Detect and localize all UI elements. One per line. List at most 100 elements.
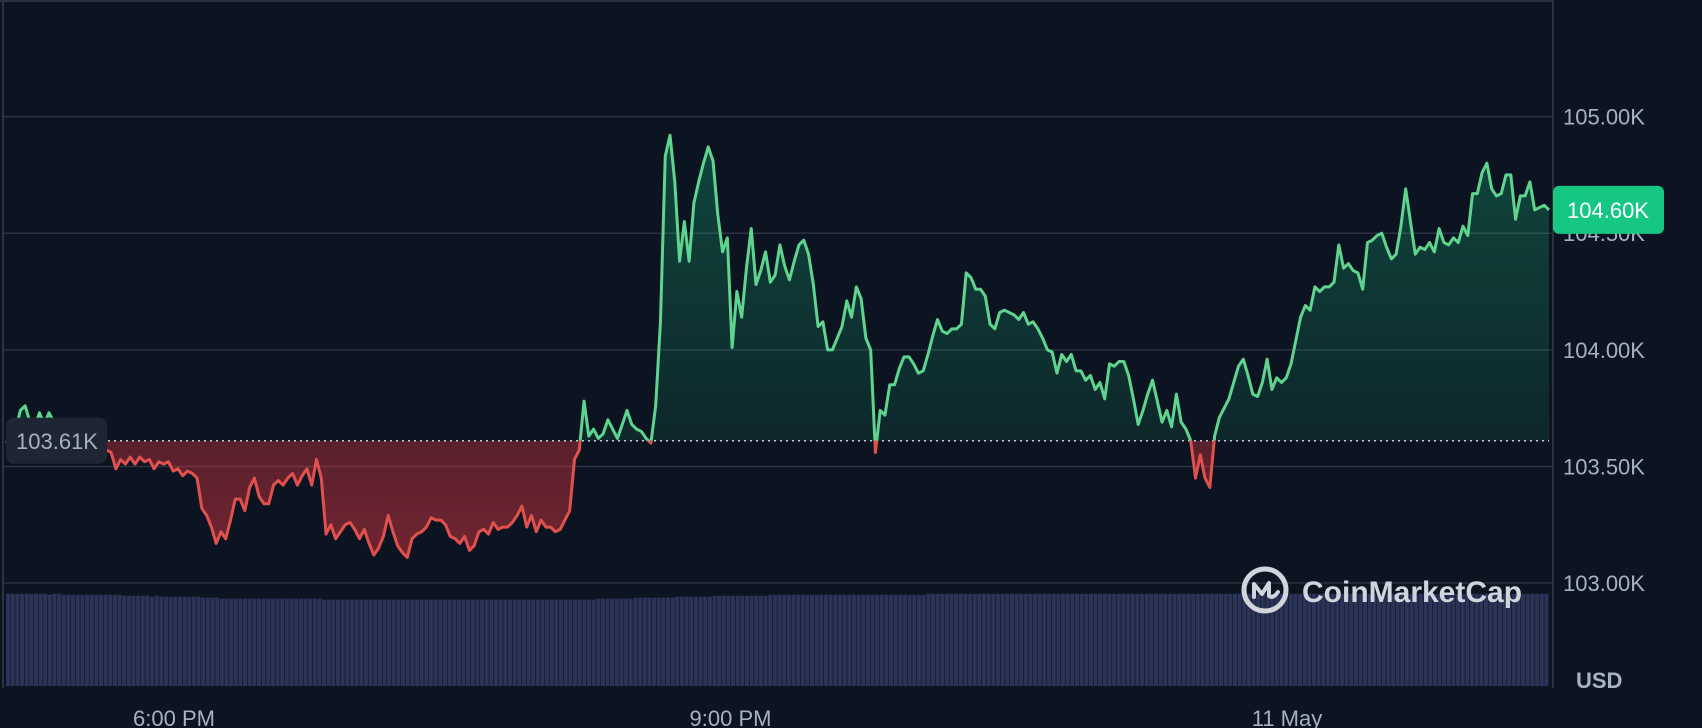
volume-bar bbox=[349, 599, 354, 686]
volume-bar bbox=[122, 595, 127, 686]
volume-bar bbox=[340, 599, 345, 686]
volume-bar bbox=[1437, 593, 1442, 686]
volume-bar bbox=[1033, 593, 1038, 686]
volume-bar bbox=[744, 595, 750, 686]
volume-bar bbox=[968, 593, 973, 686]
volume-bar bbox=[1000, 593, 1005, 686]
volume-bar bbox=[1028, 593, 1033, 686]
volume-bar bbox=[94, 594, 99, 686]
volume-bar bbox=[586, 599, 591, 686]
volume-bar bbox=[1056, 593, 1061, 686]
volume-bar bbox=[498, 599, 503, 686]
volume-bar bbox=[1112, 593, 1117, 686]
volume-bar bbox=[1381, 593, 1386, 686]
volume-bar bbox=[1409, 593, 1414, 686]
volume-bar bbox=[201, 597, 206, 686]
volume-bar bbox=[679, 596, 684, 686]
volume-bar bbox=[452, 599, 457, 686]
volume-bar bbox=[75, 594, 80, 686]
volume-bar bbox=[438, 599, 443, 686]
volume-bar bbox=[889, 594, 894, 686]
volume-bar bbox=[363, 599, 368, 686]
volume-bar bbox=[182, 596, 187, 686]
volume-bar bbox=[480, 599, 485, 686]
volume-bar bbox=[605, 598, 610, 686]
volume-bar bbox=[29, 593, 34, 686]
volume-bar bbox=[1316, 593, 1321, 686]
volume-bar bbox=[1400, 593, 1405, 686]
volume-bar bbox=[1051, 593, 1056, 686]
volume-bar bbox=[1163, 593, 1168, 686]
volume-bar bbox=[1153, 593, 1159, 686]
volume-bar bbox=[521, 599, 526, 686]
volume-bar bbox=[577, 599, 582, 686]
volume-bar bbox=[1074, 593, 1079, 686]
volume-bar bbox=[907, 594, 912, 686]
volume-bar bbox=[387, 599, 392, 686]
volume-bar bbox=[619, 598, 624, 686]
volume-bar bbox=[1279, 593, 1284, 686]
volume-bar bbox=[270, 598, 275, 686]
volume-bar bbox=[1047, 593, 1052, 686]
volume-bar bbox=[963, 593, 968, 686]
volume-bar bbox=[1321, 593, 1326, 686]
volume-bar bbox=[628, 598, 633, 686]
volume-bar bbox=[98, 594, 103, 686]
volume-bar bbox=[772, 594, 777, 686]
volume-bar bbox=[298, 598, 303, 686]
volume-bar bbox=[949, 593, 954, 686]
volume-bar bbox=[145, 595, 150, 686]
volume-bar bbox=[303, 598, 308, 686]
volume-bar bbox=[15, 593, 20, 686]
volume-bar bbox=[1256, 593, 1261, 686]
volume-bar bbox=[698, 596, 703, 686]
volume-bar bbox=[154, 595, 159, 686]
volume-bar bbox=[1372, 593, 1377, 686]
volume-bar bbox=[693, 596, 698, 686]
volume-bar bbox=[600, 598, 605, 686]
volume-bar bbox=[1414, 593, 1419, 686]
volume-bar bbox=[935, 593, 940, 686]
volume-bar bbox=[493, 599, 499, 686]
volume-bar bbox=[368, 599, 373, 686]
volume-bar bbox=[1070, 593, 1075, 686]
volume-bar bbox=[800, 594, 805, 686]
volume-bar bbox=[573, 599, 578, 686]
volume-bar bbox=[1302, 593, 1307, 686]
volume-bar bbox=[735, 595, 740, 686]
volume-bar bbox=[879, 594, 884, 686]
volume-bar bbox=[238, 598, 243, 686]
volume-bar bbox=[1395, 593, 1400, 686]
volume-bar bbox=[991, 593, 996, 686]
volume-bar bbox=[289, 598, 294, 686]
volume-bar bbox=[1098, 593, 1103, 686]
volume-bar bbox=[1186, 593, 1191, 686]
volume-bar bbox=[1172, 593, 1177, 686]
volume-bar bbox=[428, 599, 433, 686]
volume-bar bbox=[1293, 593, 1298, 686]
volume-bar bbox=[1102, 593, 1107, 686]
x-tick-label: 6:00 PM bbox=[133, 706, 215, 728]
volume-bar bbox=[1228, 593, 1233, 686]
volume-bar bbox=[1200, 593, 1205, 686]
volume-bar bbox=[563, 599, 568, 686]
volume-bar bbox=[456, 599, 461, 686]
volume-bar bbox=[275, 598, 280, 686]
volume-bar bbox=[335, 599, 341, 686]
volume-bar bbox=[545, 599, 550, 686]
volume-bar bbox=[224, 598, 229, 686]
volume-bar bbox=[433, 599, 438, 686]
volume-bar bbox=[842, 594, 847, 686]
volume-bar bbox=[1237, 593, 1242, 686]
volume-bar bbox=[721, 595, 726, 686]
volume-bar bbox=[1284, 593, 1289, 686]
volume-bar bbox=[140, 595, 145, 686]
volume-bar bbox=[1149, 593, 1154, 686]
volume-bar bbox=[1191, 593, 1196, 686]
volume-bar bbox=[47, 594, 52, 686]
price-area-fill bbox=[6, 135, 1549, 558]
